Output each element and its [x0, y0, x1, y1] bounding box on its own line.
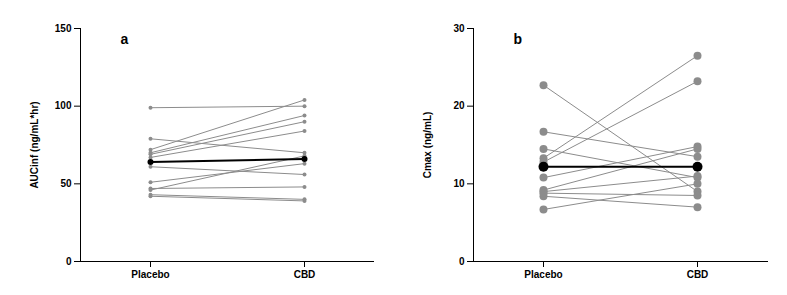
svg-text:10: 10 — [453, 178, 465, 189]
svg-text:20: 20 — [453, 100, 465, 111]
svg-text:0: 0 — [66, 256, 72, 267]
svg-text:Placebo: Placebo — [131, 269, 169, 280]
svg-text:AUCinf (ng/mL*hr): AUCinf (ng/mL*hr) — [29, 101, 40, 188]
svg-text:50: 50 — [60, 178, 72, 189]
svg-text:Placebo: Placebo — [524, 269, 562, 280]
svg-text:100: 100 — [55, 100, 72, 111]
svg-text:150: 150 — [55, 23, 72, 34]
svg-text:b: b — [514, 31, 523, 47]
svg-text:Cmax (ng/mL): Cmax (ng/mL) — [422, 112, 433, 179]
svg-text:30: 30 — [453, 23, 465, 34]
svg-text:0: 0 — [459, 256, 465, 267]
svg-text:CBD: CBD — [294, 269, 316, 280]
svg-text:CBD: CBD — [687, 269, 709, 280]
svg-text:a: a — [121, 31, 129, 47]
